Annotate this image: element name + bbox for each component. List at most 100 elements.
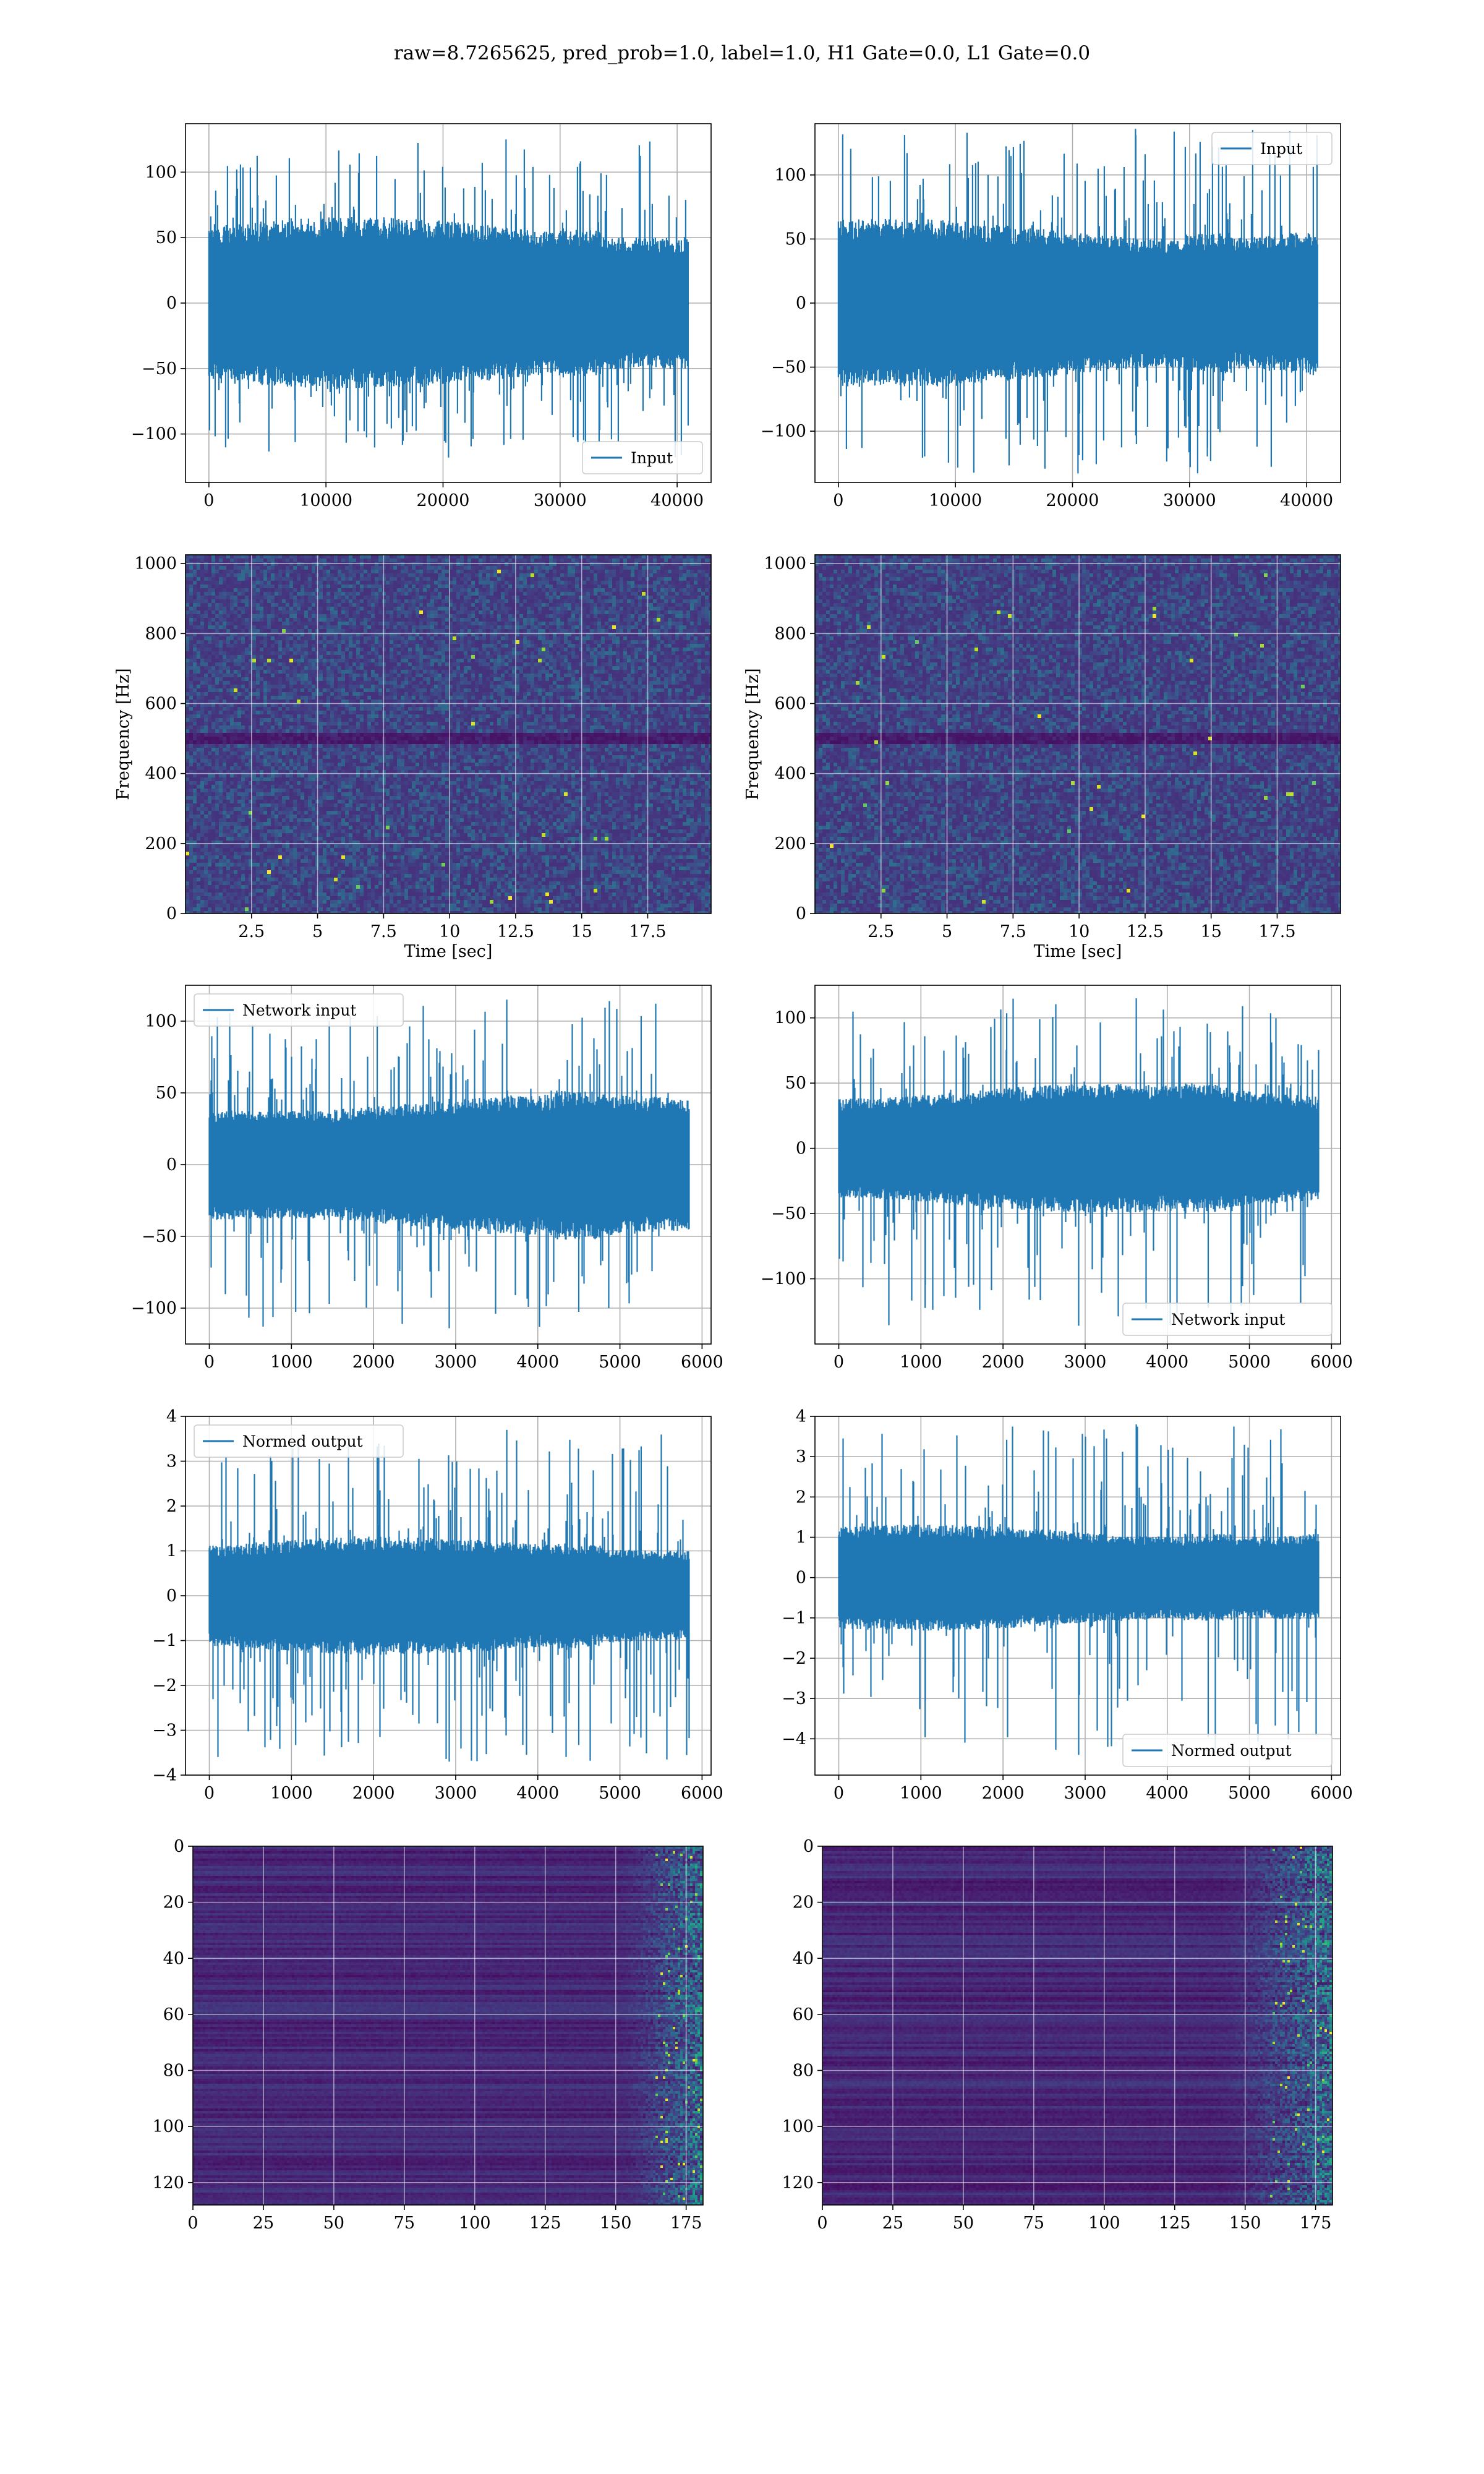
- x-tick-label: 25: [882, 2214, 903, 2233]
- x-tick-label: 20000: [1046, 491, 1099, 510]
- y-tick-label: 0: [166, 1586, 177, 1606]
- y-tick-label: 1000: [134, 554, 177, 573]
- y-tick-label: 0: [796, 1569, 806, 1588]
- y-tick-label: −2: [152, 1676, 177, 1695]
- x-tick-label: 4000: [516, 1784, 559, 1803]
- y-tick-label: 4: [796, 1407, 806, 1426]
- y-tick-label: −100: [761, 1270, 806, 1289]
- x-tick-label: 6000: [681, 1784, 723, 1803]
- x-tick-label: 5000: [599, 1353, 641, 1372]
- x-tick-label: 17.5: [629, 922, 666, 941]
- x-tick-label: 12.5: [497, 922, 534, 941]
- x-tick-label: 0: [204, 1784, 215, 1803]
- y-tick-label: 50: [156, 1084, 177, 1103]
- legend-label: Normed output: [242, 1432, 363, 1450]
- y-tick-label: −50: [771, 1204, 806, 1223]
- y-tick-label: −2: [782, 1649, 806, 1668]
- x-tick-label: 10000: [929, 491, 982, 510]
- series-line: [210, 1430, 689, 1762]
- series-line: [839, 998, 1319, 1325]
- y-tick-label: 100: [774, 166, 806, 185]
- x-tick-label: 1000: [900, 1353, 942, 1372]
- y-tick-label: 0: [166, 1155, 177, 1175]
- y-axis-label: Frequency [Hz]: [743, 668, 762, 800]
- y-tick-label: 0: [796, 904, 806, 923]
- y-tick-label: 100: [782, 2117, 814, 2136]
- x-tick-label: 3000: [435, 1353, 477, 1372]
- legend-label: Normed output: [1171, 1742, 1292, 1760]
- legend-label: Network input: [242, 1001, 356, 1019]
- series-line: [210, 999, 689, 1328]
- x-tick-label: 4000: [516, 1353, 559, 1372]
- x-tick-label: 25: [253, 2214, 274, 2233]
- y-tick-label: −100: [131, 425, 177, 444]
- legend: Network input: [194, 994, 403, 1026]
- x-tick-label: 50: [323, 2214, 344, 2233]
- x-tick-label: 100: [1088, 2214, 1120, 2233]
- x-tick-label: 2.5: [238, 922, 265, 941]
- x-tick-label: 0: [203, 491, 214, 510]
- x-tick-label: 3000: [435, 1784, 477, 1803]
- x-tick-label: 6000: [1310, 1353, 1353, 1372]
- y-tick-label: 1: [796, 1528, 806, 1547]
- legend: Input: [1212, 132, 1332, 165]
- x-tick-label: 150: [1229, 2214, 1261, 2233]
- y-tick-label: 3: [166, 1452, 177, 1471]
- y-tick-label: 1000: [764, 554, 806, 573]
- series-line: [838, 129, 1318, 473]
- x-tick-label: 1000: [900, 1784, 942, 1803]
- y-tick-label: −3: [152, 1721, 177, 1740]
- x-tick-label: 0: [834, 1353, 844, 1372]
- y-tick-label: 80: [793, 2061, 814, 2081]
- x-tick-label: 2.5: [868, 922, 894, 941]
- series-line: [209, 139, 688, 457]
- spec-h1-panel: 2.5 5 7.5 10 12.5 15 17.502004006008001000Time…: [114, 554, 713, 961]
- x-tick-label: 5000: [599, 1784, 641, 1803]
- legend-label: Input: [1260, 140, 1302, 158]
- x-tick-label: 2000: [982, 1784, 1025, 1803]
- x-tick-label: 40000: [1280, 491, 1333, 510]
- y-tick-label: 200: [774, 834, 806, 854]
- legend-label: Network input: [1171, 1311, 1285, 1329]
- x-tick-label: 50: [953, 2214, 974, 2233]
- y-tick-label: 20: [793, 1893, 814, 1912]
- x-tick-label: 30000: [1163, 491, 1216, 510]
- y-tick-label: 60: [793, 2005, 814, 2024]
- x-tick-label: 4000: [1146, 1784, 1188, 1803]
- y-tick-label: 4: [166, 1407, 177, 1426]
- y-tick-label: −50: [142, 359, 177, 379]
- heatmap-cells: [186, 555, 713, 915]
- y-tick-label: 50: [785, 229, 806, 249]
- y-tick-label: −100: [131, 1299, 177, 1318]
- y-tick-label: 60: [163, 2005, 184, 2024]
- y-tick-label: 100: [152, 2117, 184, 2136]
- x-tick-label: 150: [600, 2214, 632, 2233]
- y-tick-label: −4: [152, 1766, 177, 1785]
- y-tick-label: 600: [145, 694, 177, 713]
- y-tick-label: 50: [785, 1074, 806, 1093]
- series-line: [839, 1424, 1319, 1755]
- y-tick-label: −3: [782, 1689, 806, 1708]
- y-tick-label: 50: [156, 228, 177, 247]
- x-tick-label: 75: [1023, 2214, 1044, 2233]
- x-tick-label: 2000: [982, 1353, 1025, 1372]
- x-tick-label: 10: [439, 922, 460, 941]
- legend: Normed output: [1123, 1734, 1332, 1766]
- y-tick-label: 0: [803, 1837, 814, 1856]
- x-tick-label: 40000: [650, 491, 704, 510]
- x-tick-label: 175: [670, 2214, 702, 2233]
- y-tick-label: 40: [163, 1949, 184, 1968]
- heatmap-cells: [822, 1846, 1335, 2206]
- y-tick-label: 80: [163, 2061, 184, 2081]
- heatmap-cells: [815, 555, 1342, 915]
- x-tick-label: 12.5: [1127, 922, 1164, 941]
- x-tick-label: 5000: [1228, 1353, 1271, 1372]
- x-tick-label: 0: [204, 1353, 215, 1372]
- x-tick-label: 125: [529, 2214, 561, 2233]
- x-tick-label: 3000: [1064, 1353, 1107, 1372]
- x-tick-label: 125: [1159, 2214, 1191, 2233]
